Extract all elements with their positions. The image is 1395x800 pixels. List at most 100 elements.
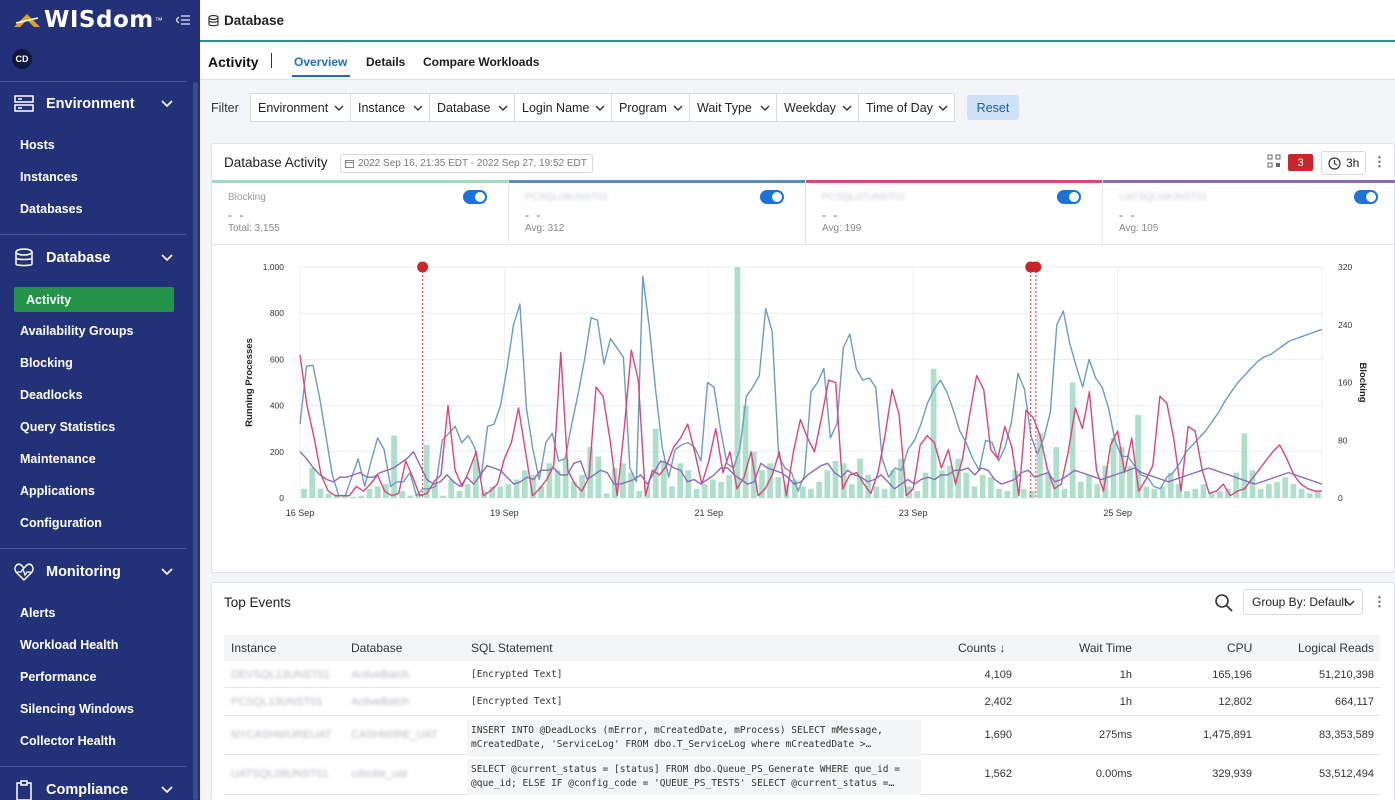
sidebar-item-maintenance[interactable]: Maintenance (20, 452, 96, 466)
sidebar-item-query-statistics[interactable]: Query Statistics (20, 420, 116, 434)
metric-toggle[interactable] (463, 190, 487, 204)
cell-database: cdsuite_uat (351, 768, 408, 780)
chevron-down-icon (334, 105, 344, 111)
filter-login-name-dropdown[interactable]: Login Name (514, 93, 612, 122)
chart-bar (1167, 472, 1174, 498)
tab-overview[interactable]: Overview (294, 55, 348, 69)
alert-count-badge[interactable]: 3 (1288, 154, 1313, 171)
filter-instance-dropdown[interactable]: Instance (350, 93, 430, 122)
column-header-database[interactable]: Database (351, 641, 403, 655)
filter-program-dropdown[interactable]: Program (611, 93, 690, 122)
sidebar-item-hosts[interactable]: Hosts (20, 138, 55, 152)
table-header: Instance Database SQL Statement Counts ↓… (224, 635, 1380, 661)
sidebar-item-collector-health[interactable]: Collector Health (20, 734, 116, 748)
chart-bar (636, 491, 643, 498)
column-header-cpu[interactable]: CPU (1227, 641, 1253, 655)
chart-bar (767, 463, 773, 498)
column-header-wait-time[interactable]: Wait Time (1079, 641, 1132, 655)
table-row[interactable]: UATSQL08UNST01 cdsuite_uat SELECT @curre… (224, 755, 1380, 795)
sidebar-section-environment[interactable]: Environment (0, 84, 190, 124)
filter-time-of-day-dropdown[interactable]: Time of Day (858, 93, 955, 122)
tab-compare-workloads[interactable]: Compare Workloads (423, 55, 540, 69)
sidebar-item-availability-groups[interactable]: Availability Groups (20, 324, 134, 338)
filter-weekday-dropdown[interactable]: Weekday (776, 93, 859, 122)
sidebar-item-workload-health[interactable]: Workload Health (20, 638, 119, 652)
sidebar-section-compliance[interactable]: Compliance (0, 770, 190, 800)
sidebar-item-silencing-windows[interactable]: Silencing Windows (20, 702, 134, 716)
sidebar-item-alerts[interactable]: Alerts (20, 606, 56, 620)
filter-database-dropdown[interactable]: Database (429, 93, 515, 122)
chevron-down-icon[interactable] (160, 564, 174, 578)
cell-instance: UATSQL08UNST01 (231, 768, 329, 780)
chart-bar (399, 491, 406, 498)
chart-bar (677, 463, 684, 498)
chart-bar (693, 488, 700, 498)
chart-bar (1159, 486, 1166, 498)
chevron-down-icon[interactable] (160, 250, 174, 264)
reset-button[interactable]: Reset (967, 95, 1019, 120)
column-header-logical-reads[interactable]: Logical Reads (1298, 641, 1375, 655)
section-title: Activity (208, 54, 259, 70)
activity-chart[interactable]: 0 200 400 600 800 1,000 0 80 160 240 320 16 Sep 19 S… (212, 245, 1395, 573)
more-options-icon[interactable]: ⋮ (1373, 594, 1386, 609)
chevron-down-icon (760, 105, 770, 111)
cell-cpu: 329,939 (1212, 768, 1252, 780)
table-row[interactable]: PCSQL13UNST01 ActiveBatch [Encrypted Tex… (224, 688, 1380, 716)
sidebar-item-applications[interactable]: Applications (20, 484, 96, 498)
collapse-sidebar-icon[interactable] (175, 14, 190, 29)
sidebar-item-performance[interactable]: Performance (20, 670, 97, 684)
group-by-dropdown[interactable]: Group By: Default (1243, 589, 1363, 615)
metric-toggle[interactable] (760, 190, 784, 204)
sidebar-item-blocking[interactable]: Blocking (20, 356, 73, 370)
chart-bar (628, 472, 634, 498)
more-options-icon[interactable]: ⋮ (1373, 154, 1386, 169)
sidebar-item-databases[interactable]: Databases (20, 202, 83, 216)
table-row[interactable]: NYCASHWUREUAT CASHWIRE_UAT INSERT INTO @… (224, 716, 1380, 756)
chart-bar (317, 488, 324, 498)
metric-toggle[interactable] (1354, 190, 1378, 204)
y-tick-label: 0 (279, 493, 284, 503)
chart-bar (382, 484, 389, 498)
calendar-icon (345, 160, 354, 168)
search-icon[interactable] (1213, 592, 1235, 614)
sidebar-scrollbar[interactable] (193, 82, 198, 800)
chevron-down-icon[interactable] (160, 782, 174, 796)
chart-bar (1315, 491, 1321, 498)
column-header-sql-statement[interactable]: SQL Statement (471, 641, 553, 655)
table-row[interactable]: DEVSQL13UNST01 ActiveBatch [Encrypted Te… (224, 661, 1380, 688)
metric-toggle[interactable] (1057, 190, 1081, 204)
sidebar-item-activity[interactable]: Activity (14, 287, 174, 312)
chart-bar (325, 493, 332, 498)
sidebar-item-deadlocks[interactable]: Deadlocks (20, 388, 83, 402)
time-window-button[interactable]: 3h (1321, 151, 1366, 175)
filter-wait-type-dropdown[interactable]: Wait Type (689, 93, 777, 122)
avatar[interactable]: CD (12, 49, 32, 69)
sidebar-section-database[interactable]: Database (0, 238, 190, 278)
filter-environment-dropdown[interactable]: Environment (250, 93, 351, 122)
cell-wait-time: 1h (1119, 669, 1132, 681)
clock-icon (1328, 156, 1341, 170)
chart-bar (1257, 488, 1264, 498)
cell-logical-reads: 664,117 (1335, 696, 1374, 708)
chevron-down-icon[interactable] (160, 96, 174, 110)
page-header: Database (200, 0, 1395, 42)
event-marker (1030, 261, 1042, 273)
chart-bar (726, 474, 733, 498)
chevron-down-icon (938, 105, 948, 111)
chart-bar (603, 493, 610, 498)
metric-stat: Avg: 105 (1119, 223, 1159, 234)
page-title-container: Database (208, 13, 284, 28)
y-tick-label: 800 (270, 308, 284, 318)
sidebar-item-configuration[interactable]: Configuration (20, 516, 102, 530)
metric-color-bar (509, 180, 805, 183)
tab-details[interactable]: Details (366, 55, 406, 69)
app-logo[interactable]: WISdom ™ (0, 0, 200, 40)
chart-bar (1069, 382, 1076, 498)
sidebar-section-monitoring[interactable]: Monitoring (0, 552, 190, 592)
chart-bar (350, 496, 357, 498)
date-range-picker[interactable]: 2022 Sep 16, 21:35 EDT - 2022 Sep 27, 19… (340, 154, 593, 173)
column-header-counts[interactable]: Counts ↓ (958, 641, 1006, 655)
sidebar-item-instances[interactable]: Instances (20, 170, 78, 184)
column-header-instance[interactable]: Instance (231, 641, 277, 655)
event-markers-icon[interactable] (1267, 154, 1281, 168)
